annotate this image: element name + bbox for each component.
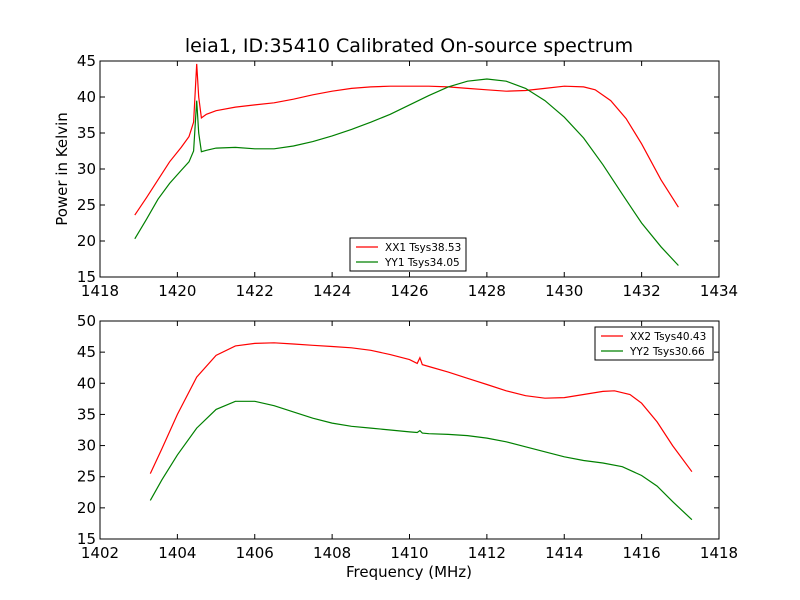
x-tick-label: 1410: [390, 544, 428, 562]
x-tick-label: 1434: [700, 282, 738, 300]
x-tick-label: 1426: [390, 282, 428, 300]
x-tick-label: 1418: [700, 544, 738, 562]
series-line-1: [134, 63, 679, 216]
legend-entry: YY1 Tsys34.05: [384, 257, 460, 269]
series-line-2: [149, 400, 693, 521]
x-tick-label: 1422: [236, 282, 274, 300]
legend: XX2 Tsys40.43 YY2 Tsys30.66: [594, 326, 714, 361]
legend-entry: YY2 Tsys30.66: [629, 346, 705, 358]
x-tick-label: 1412: [468, 544, 506, 562]
series-line-2: [134, 78, 679, 266]
legend: XX1 Tsys38.53 YY1 Tsys34.05: [349, 237, 467, 272]
x-tick-label: 1402: [81, 544, 119, 562]
y-tick-label: 30: [77, 160, 96, 178]
y-tick-label: 20: [77, 232, 96, 250]
x-tick-label: 1418: [81, 282, 119, 300]
y-tick-label: 35: [77, 124, 96, 142]
y-tick-label: 30: [77, 437, 96, 455]
y-tick-label: 15: [77, 268, 96, 286]
x-tick-label: 1416: [623, 544, 661, 562]
y-tick-label: 50: [77, 312, 96, 330]
x-tick-label: 1432: [623, 282, 661, 300]
bottom-panel: 1402 1404 1406 1408 1410 1412 1414 1416 1418 15 20…: [77, 312, 738, 562]
y-tick-label: 20: [77, 499, 96, 517]
top-panel: 1418 1420 1422 1424 1426 1428 1430 1432 1434 15 20…: [77, 52, 738, 300]
x-axis-label: Frequency (MHz): [346, 563, 472, 581]
legend-box: [594, 326, 714, 361]
y-tick-label: 45: [77, 343, 96, 361]
y-tick-label: 40: [77, 374, 96, 392]
x-tick-label: 1428: [468, 282, 506, 300]
series-line-1: [149, 342, 693, 474]
x-tick-label: 1420: [158, 282, 196, 300]
y-tick-label: 40: [77, 88, 96, 106]
y-tick-label: 35: [77, 405, 96, 423]
legend-box: [349, 237, 467, 272]
x-tick-label: 1406: [236, 544, 274, 562]
x-tick-label: 1404: [158, 544, 196, 562]
y-tick-label: 25: [77, 196, 96, 214]
y-tick-label: 25: [77, 468, 96, 486]
x-tick-label: 1408: [313, 544, 351, 562]
x-tick-label: 1430: [545, 282, 583, 300]
y-axis-label: Power in Kelvin: [53, 112, 71, 226]
legend-entry: XX1 Tsys38.53: [385, 242, 461, 254]
x-tick-label: 1414: [545, 544, 583, 562]
x-tick-label: 1424: [313, 282, 351, 300]
figure-title: leia1, ID:35410 Calibrated On-source spe…: [185, 35, 633, 57]
y-tick-label: 45: [77, 52, 96, 70]
y-tick-label: 15: [77, 530, 96, 548]
legend-entry: XX2 Tsys40.43: [630, 331, 706, 343]
